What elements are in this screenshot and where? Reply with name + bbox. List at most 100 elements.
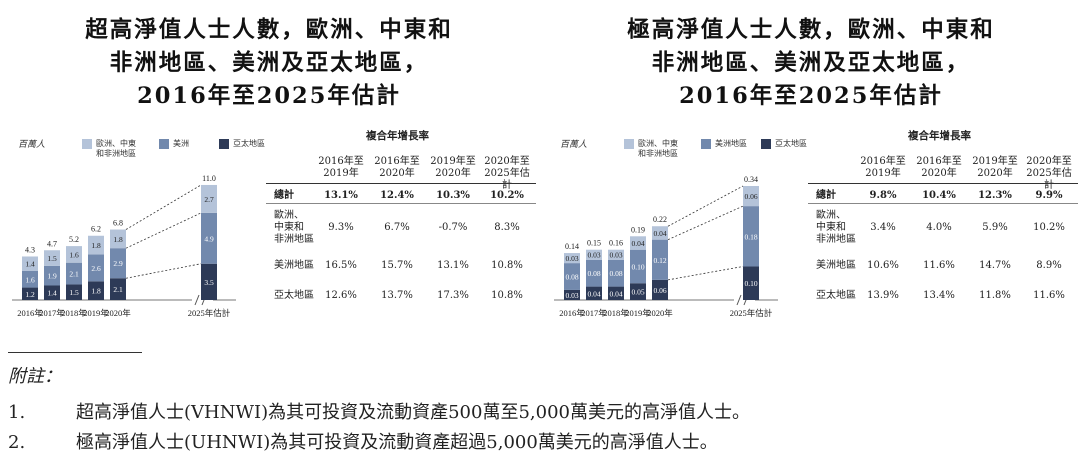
notes-heading: 附註： — [8, 366, 62, 387]
bar-segment — [66, 262, 82, 285]
x-tick-label: 2017年 — [581, 308, 607, 318]
cagr-value: 11.6% — [923, 260, 955, 271]
cagr-value: 3.4% — [870, 222, 896, 233]
total-label: 0.15 — [587, 239, 601, 248]
bar-value-label: 0.06 — [744, 192, 757, 201]
cagr-column-header: 2019年至 2020年 — [430, 156, 476, 179]
uhnwi-stacked-bar-chart: 百萬人 歐洲、中東和非洲地區 美洲地區 亞太地區 0.03 0.08 0.03 0.14 201… — [554, 138, 807, 318]
cagr-caption: 複合年增長率 — [366, 130, 429, 142]
x-tick-label: 2018年 — [603, 308, 629, 318]
bar-segment — [88, 235, 104, 255]
cagr-column-header: 2016年至 2020年 — [916, 156, 962, 179]
bar-segment — [564, 263, 580, 290]
cagr-value: 10.2% — [1033, 222, 1065, 233]
bar-value-label: 2.1 — [113, 285, 123, 294]
bar-segment — [564, 253, 580, 264]
cagr-column-header: 2016年至 2020年 — [374, 156, 420, 179]
bar-segment — [652, 239, 668, 280]
total-label: 0.14 — [565, 242, 579, 251]
cagr-value: 13.4% — [923, 290, 955, 301]
bar-segment — [608, 286, 624, 300]
bar-value-label: 1.6 — [69, 250, 79, 259]
cagr-row-label: 歐洲、 中東和 非洲地區 — [274, 210, 314, 245]
bar-value-label: 0.06 — [653, 286, 666, 295]
bar-value-label: 1.5 — [69, 288, 79, 297]
cagr-value: 13.1% — [437, 260, 469, 271]
cagr-total-rule — [808, 203, 1078, 204]
cagr-value: 10.6% — [867, 260, 899, 271]
cagr-column-header: 2016年至 2019年 — [318, 156, 364, 179]
cagr-value: 11.6% — [1033, 290, 1065, 301]
title-line: 2016年至2025年估計 — [137, 83, 401, 109]
bar-value-label: 0.03 — [587, 251, 600, 260]
cagr-value: 12.3% — [978, 190, 1012, 201]
x-tick-label: 2019年 — [83, 308, 109, 318]
bar-segment — [630, 249, 646, 284]
title-line: 非洲地區、美洲及亞太地區， — [651, 50, 971, 76]
bar-value-label: 1.4 — [25, 260, 35, 269]
bar-value-label: 1.9 — [47, 272, 57, 281]
title-line: 超高淨值人士人數，歐洲、中東和 — [85, 17, 453, 43]
trend-line — [667, 205, 744, 241]
cagr-value: 15.7% — [381, 260, 413, 271]
bar-segment — [201, 263, 217, 300]
bar-segment — [586, 249, 602, 260]
cagr-value: 13.1% — [324, 190, 358, 201]
bar-value-label: 0.03 — [609, 251, 622, 260]
uhnwi-panel: 極高淨值人士人數，歐洲、中東和 非洲地區、美洲及亞太地區， 2016年至2025… — [546, 0, 1078, 335]
x-tick-label: 2018年 — [61, 308, 87, 318]
legend-swatch — [624, 139, 634, 149]
bar-value-label: 0.10 — [744, 279, 757, 288]
cagr-column-header: 2019年至 2020年 — [972, 156, 1018, 179]
bar-value-label: 1.8 — [91, 287, 101, 296]
bar-value-label: 2.1 — [69, 270, 79, 279]
total-label: 0.22 — [653, 215, 667, 224]
bar-segment — [66, 246, 82, 263]
cagr-value: 10.2% — [490, 190, 524, 201]
bar-value-label: 0.08 — [609, 269, 622, 278]
legend-label: 亞太地區 — [775, 138, 807, 148]
title-line: 非洲地區、美洲及亞太地區， — [109, 50, 429, 76]
cagr-value: 9.9% — [1035, 190, 1063, 201]
bar-value-label: 1.4 — [47, 289, 57, 298]
notes-divider — [8, 352, 142, 353]
bar-value-label: 1.8 — [113, 235, 123, 244]
bar-segment — [586, 259, 602, 287]
bar-value-label: 0.04 — [609, 289, 622, 298]
x-tick-label: 2025年估計 — [188, 308, 231, 318]
bar-segment — [22, 270, 38, 288]
bar-value-label: 1.5 — [47, 254, 57, 263]
x-tick-label: 2020年 — [105, 308, 131, 318]
bar-segment — [110, 278, 126, 300]
cagr-value: 16.5% — [325, 260, 357, 271]
bar-segment — [22, 256, 38, 271]
cagr-caption: 複合年增長率 — [908, 130, 971, 142]
note-text: 極高淨值人士(UHNWI)為其可投資及流動資產超過5,000萬美元的高淨值人士。 — [76, 432, 718, 453]
cagr-value: 13.7% — [381, 290, 413, 301]
trend-line — [667, 185, 744, 227]
legend-swatch — [761, 139, 771, 149]
cagr-value: 11.8% — [979, 290, 1011, 301]
legend-swatch — [701, 139, 711, 149]
bar-segment — [110, 229, 126, 249]
total-label: 0.34 — [744, 175, 758, 184]
vhnwi-stacked-bar-chart: 百萬人 歐洲、中東和非洲地區 美洲 亞太地區 1.2 1.6 1.4 4.3 2016年 1.4 1… — [12, 138, 265, 318]
legend-label: 歐洲、中東和非洲地區 — [638, 138, 678, 158]
title-line: 2016年至2025年估計 — [679, 83, 943, 109]
note-number: 2. — [8, 432, 26, 453]
cagr-row-label: 總計 — [816, 190, 836, 201]
bar-segment — [608, 259, 624, 287]
bar-value-label: 2.9 — [113, 259, 123, 268]
legend-label: 美洲地區 — [715, 138, 747, 148]
bar-value-label: 0.03 — [565, 254, 578, 263]
total-label: 6.2 — [91, 225, 101, 234]
bar-value-label: 4.9 — [204, 234, 214, 243]
cagr-value: 14.7% — [979, 260, 1011, 271]
cagr-value: 10.3% — [436, 190, 470, 201]
note-item: 1. 超高淨值人士(VHNWI)為其可投資及流動資產500萬至5,000萬美元的高… — [8, 398, 750, 424]
cagr-value: 5.9% — [982, 222, 1008, 233]
legend-swatch — [159, 139, 169, 149]
legend-swatch — [82, 139, 92, 149]
bar-value-label: 0.18 — [744, 232, 757, 241]
bar-value-label: 1.8 — [91, 241, 101, 250]
